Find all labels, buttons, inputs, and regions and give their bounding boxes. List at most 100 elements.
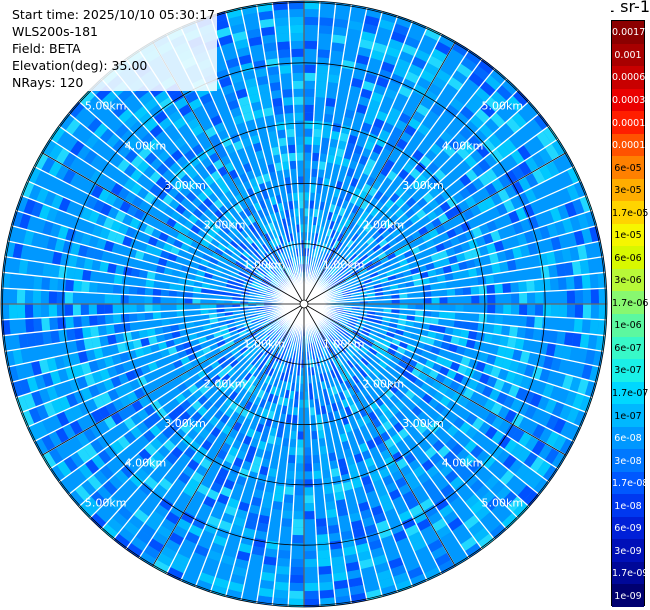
range-gate [194, 218, 205, 229]
range-gate [377, 225, 387, 235]
range-gate [260, 334, 269, 342]
range-gate [345, 101, 358, 112]
range-gate [304, 511, 316, 520]
range-gate [31, 390, 44, 407]
range-gate [110, 375, 122, 389]
range-gate [224, 91, 238, 103]
range-gate [254, 325, 263, 332]
range-gate [276, 41, 291, 51]
range-gate [124, 403, 137, 417]
range-gate [354, 363, 363, 373]
range-gate [158, 477, 173, 492]
range-gate [275, 33, 291, 43]
range-gate [471, 163, 485, 178]
range-gate [333, 579, 349, 590]
range-gate [214, 247, 224, 257]
range-gate [284, 348, 290, 358]
range-gate [129, 168, 143, 183]
range-gate [267, 130, 278, 141]
range-gate [355, 226, 365, 236]
range-gate [91, 224, 103, 238]
range-gate [467, 267, 478, 278]
range-gate [527, 242, 538, 256]
range-gate [399, 304, 408, 310]
range-gate [273, 324, 281, 331]
range-gate [41, 276, 51, 291]
range-gate [239, 253, 249, 262]
range-gate [63, 407, 77, 424]
range-gate [353, 452, 364, 464]
range-gate [400, 369, 411, 379]
range-gate [327, 344, 335, 353]
range-gate [340, 225, 348, 235]
range-gate [316, 65, 329, 74]
range-gate [241, 4, 258, 16]
range-gate [315, 81, 328, 90]
range-gate [42, 372, 54, 388]
range-gate [46, 357, 58, 373]
range-gate [486, 375, 498, 389]
range-gate [319, 145, 329, 155]
range-gate [58, 395, 71, 411]
range-gate [224, 505, 238, 517]
range-gate [269, 282, 278, 289]
ray-gap-line [224, 11, 305, 305]
range-gate [120, 294, 129, 304]
range-gate [382, 219, 393, 230]
range-gate [421, 458, 435, 472]
range-gate [171, 330, 181, 340]
range-gate [486, 353, 497, 366]
range-gate [117, 222, 130, 236]
range-gate [290, 558, 304, 568]
range-gate [491, 178, 505, 193]
range-gate [539, 225, 551, 240]
range-gate [271, 229, 279, 239]
range-gate [202, 197, 214, 209]
range-gate [329, 238, 337, 248]
range-gate [74, 327, 84, 341]
azimuth-line [303, 303, 456, 567]
ray-gap-line [303, 303, 443, 575]
range-gate [268, 222, 276, 232]
range-gate [421, 277, 430, 286]
range-gate [117, 407, 131, 422]
range-gate [130, 182, 143, 196]
range-gate [353, 111, 366, 122]
range-gate [247, 244, 256, 254]
range-gate [206, 488, 220, 501]
range-gate [120, 304, 129, 314]
range-gate [332, 222, 340, 232]
range-gate [198, 213, 210, 224]
range-gate [259, 284, 268, 290]
ray-gap-line [303, 303, 508, 530]
range-gate [291, 527, 304, 536]
range-gate [349, 242, 358, 251]
range-gate [191, 124, 205, 137]
range-gate [266, 349, 274, 358]
range-gate [510, 149, 525, 165]
range-gate [289, 24, 304, 34]
range-gate [523, 489, 540, 507]
range-gate [55, 427, 70, 444]
range-gate [146, 327, 156, 338]
range-gate [49, 125, 66, 144]
range-gate [329, 369, 337, 379]
range-gate [289, 438, 297, 448]
range-gate [296, 447, 304, 456]
range-gate [284, 120, 295, 130]
range-gate [36, 404, 49, 421]
range-gate [529, 392, 543, 408]
range-gate [563, 331, 574, 347]
range-gate [391, 299, 400, 304]
range-gate [352, 329, 361, 336]
range-gate [315, 518, 328, 527]
range-gate [331, 318, 340, 324]
range-gate [347, 221, 357, 231]
range-gate [93, 347, 104, 360]
range-gate [335, 499, 348, 509]
range-gate [298, 399, 304, 408]
range-gate [275, 336, 283, 345]
range-gate [114, 123, 130, 139]
range-gate [357, 238, 366, 248]
range-gate [362, 326, 371, 334]
